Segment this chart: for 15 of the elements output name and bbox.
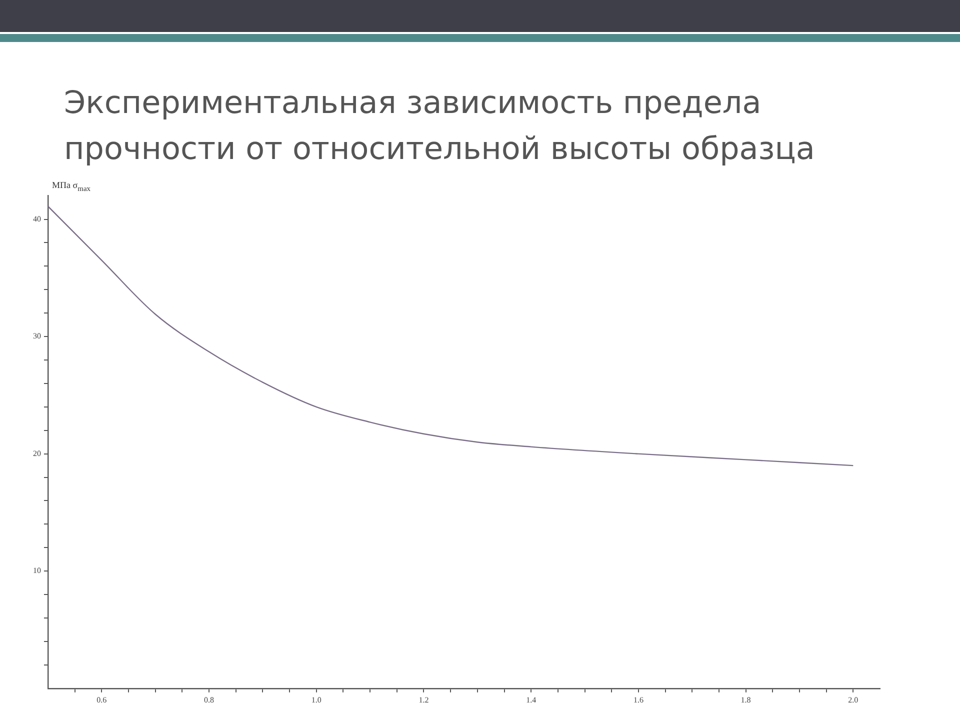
x-tick-label: 0.6	[96, 695, 107, 704]
x-tick-label: 1.8	[740, 695, 751, 704]
line-series	[48, 206, 854, 466]
y-tick-label: 20	[33, 448, 41, 458]
y-tick-label: 30	[33, 332, 41, 341]
x-tick-label: 1.4	[526, 695, 536, 704]
x-tick-label: 2.0	[848, 695, 858, 704]
x-tick-label: 1.6	[633, 695, 644, 704]
y-tick-label: 10	[33, 566, 41, 576]
chart-title: Экспериментальная зависимость предела прочности от относительной высоты образца	[64, 84, 816, 169]
y-tick-label: 40	[33, 214, 41, 224]
x-tick-label: 1.2	[418, 695, 429, 704]
x-tick-label: 0.8	[204, 695, 214, 704]
y-axis-title: МПа σ$_{max}$	[52, 180, 91, 193]
x-tick-label: 1.0	[311, 695, 322, 704]
